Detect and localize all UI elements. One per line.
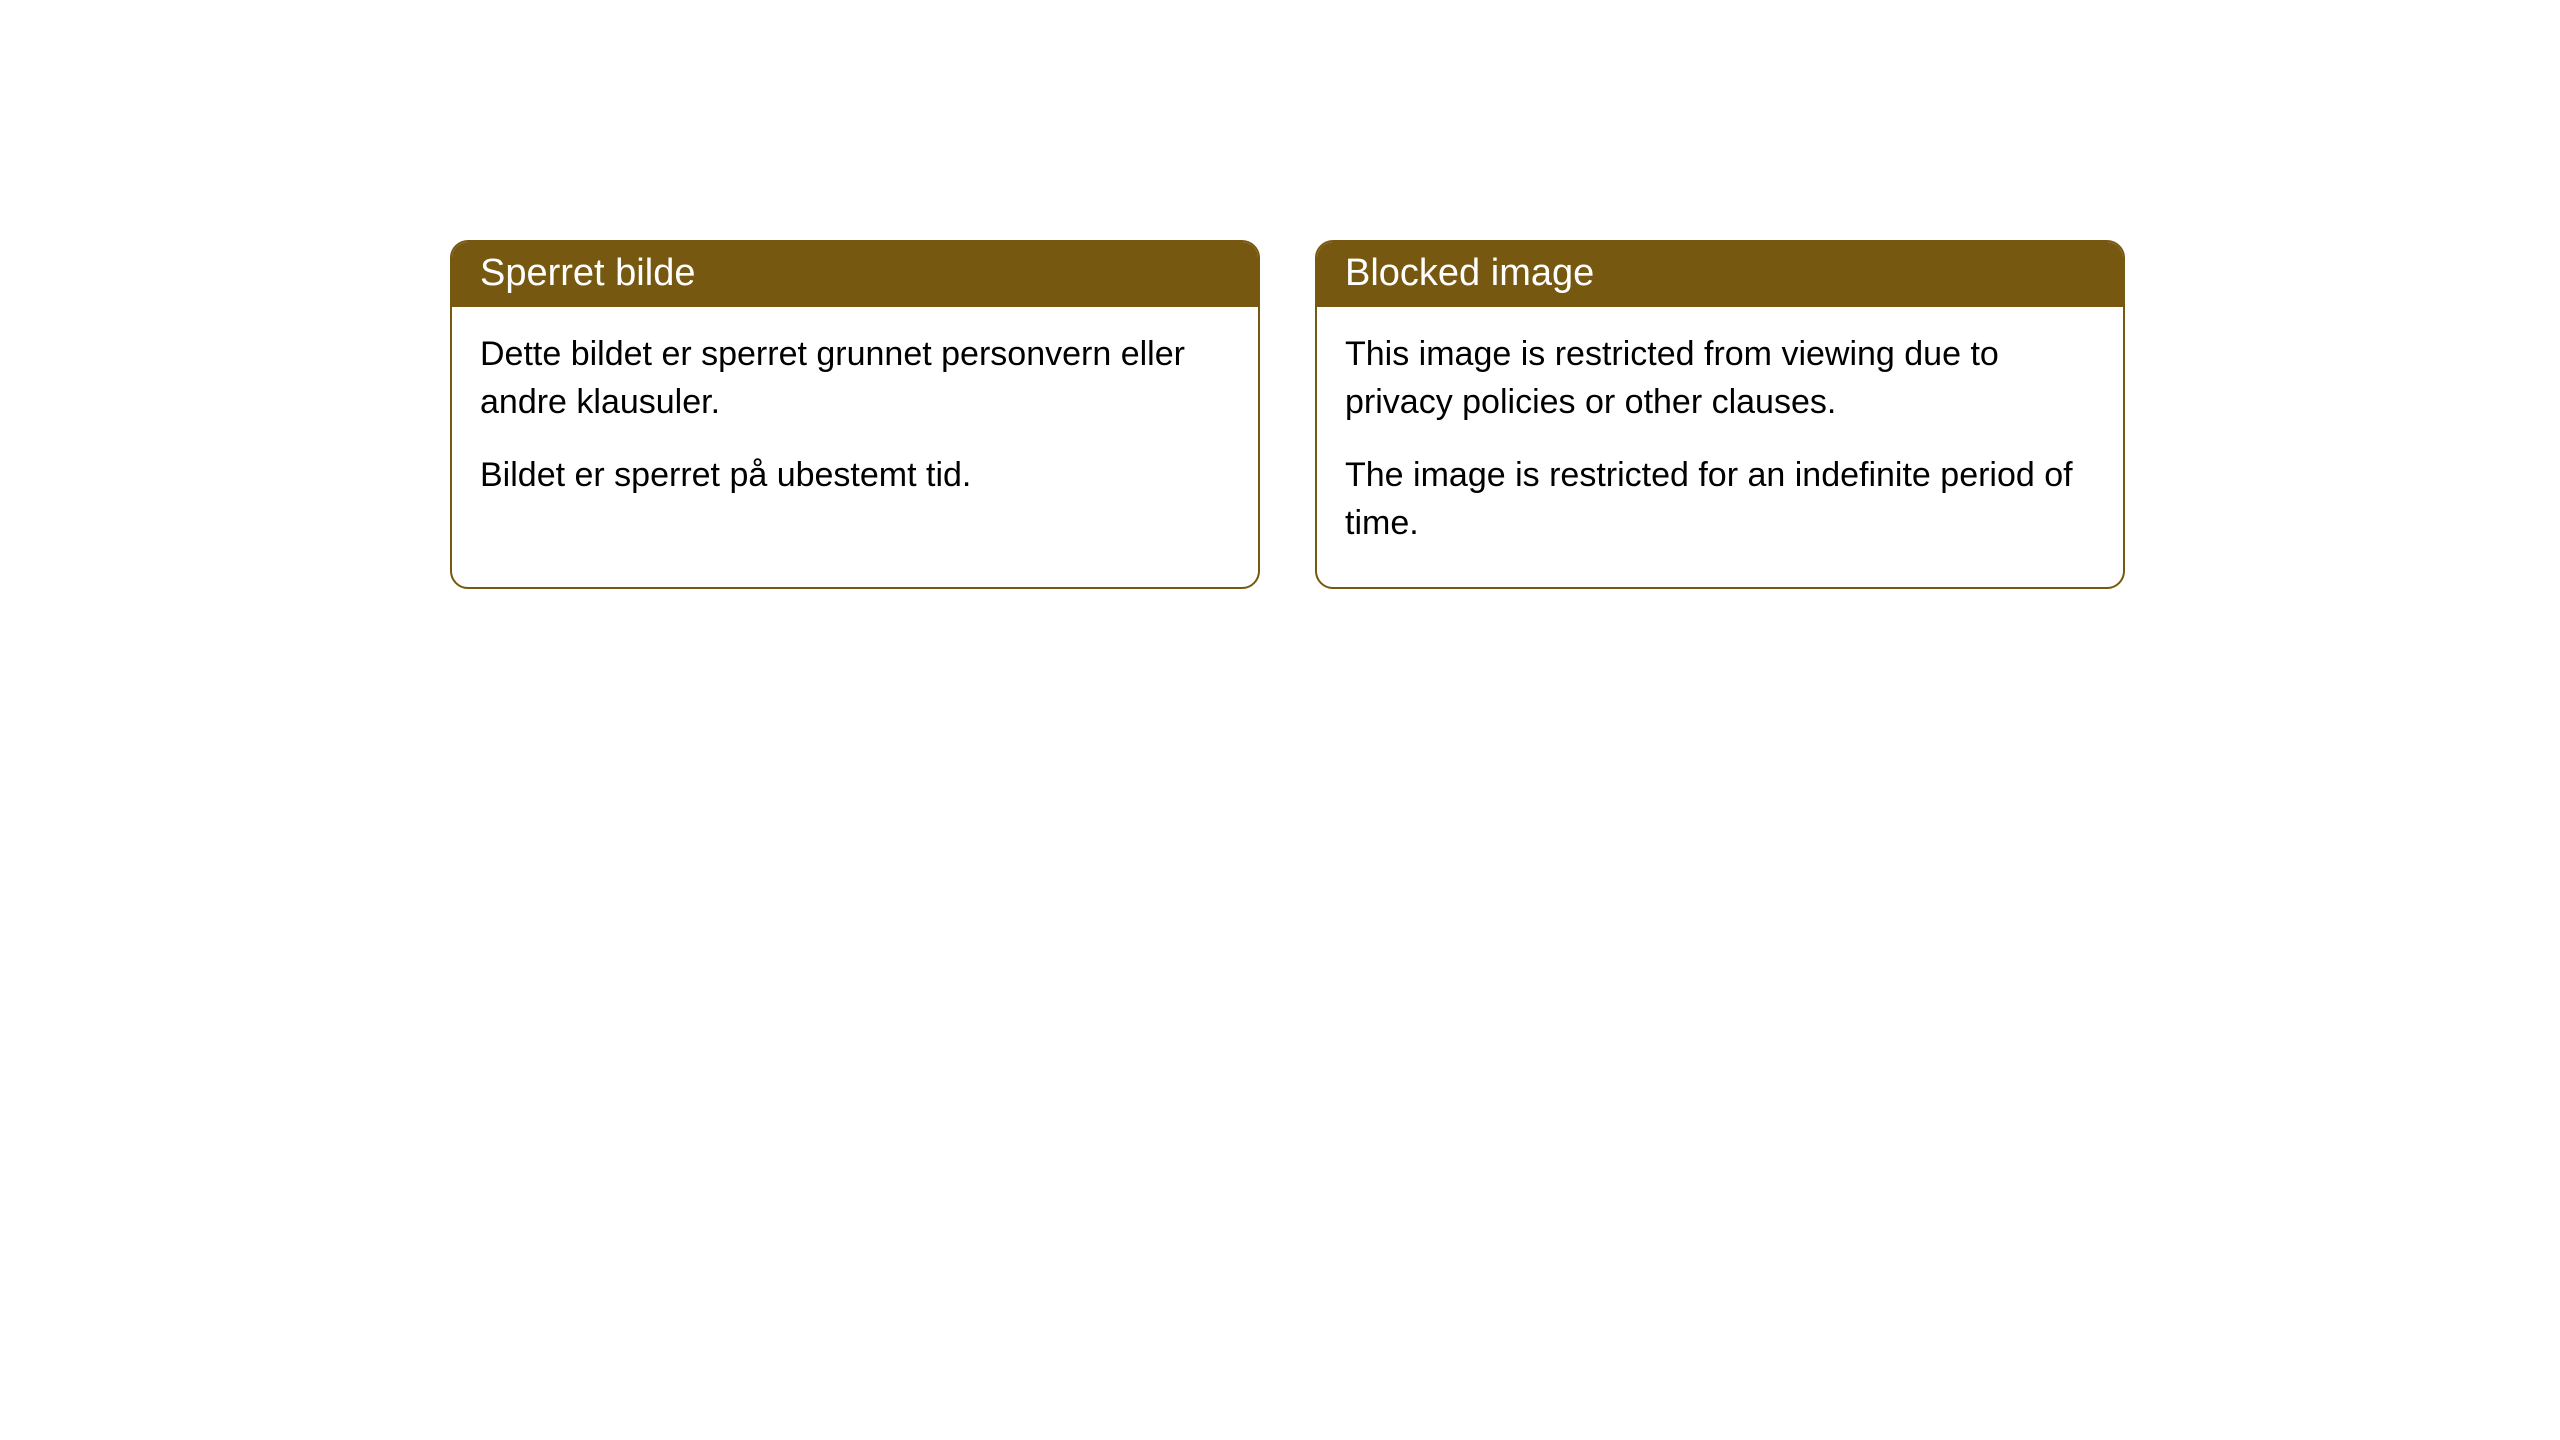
notice-card-norwegian: Sperret bilde Dette bildet er sperret gr… xyxy=(450,240,1260,589)
card-title: Blocked image xyxy=(1345,252,1594,294)
card-paragraph: This image is restricted from viewing du… xyxy=(1345,331,2095,426)
notice-card-english: Blocked image This image is restricted f… xyxy=(1315,240,2125,589)
card-header: Sperret bilde xyxy=(452,242,1258,307)
card-body: This image is restricted from viewing du… xyxy=(1317,307,2123,587)
card-paragraph: The image is restricted for an indefinit… xyxy=(1345,452,2095,547)
card-header: Blocked image xyxy=(1317,242,2123,307)
card-paragraph: Dette bildet er sperret grunnet personve… xyxy=(480,331,1230,426)
card-body: Dette bildet er sperret grunnet personve… xyxy=(452,307,1258,540)
card-paragraph: Bildet er sperret på ubestemt tid. xyxy=(480,452,1230,500)
card-title: Sperret bilde xyxy=(480,252,695,294)
notice-cards-container: Sperret bilde Dette bildet er sperret gr… xyxy=(450,240,2125,589)
